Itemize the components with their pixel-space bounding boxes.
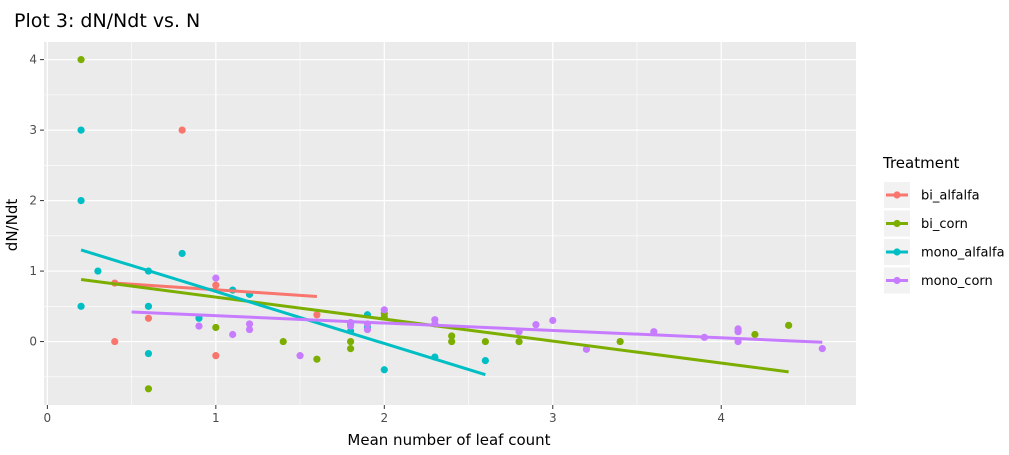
data-point-mono_alfalfa bbox=[380, 366, 388, 374]
data-point-mono_alfalfa bbox=[195, 314, 203, 322]
fit-lines bbox=[80, 248, 823, 377]
y-tick-label: 3 bbox=[29, 123, 37, 137]
data-point-mono_corn bbox=[734, 325, 742, 333]
y-tick-label: 2 bbox=[29, 194, 37, 208]
x-tick-label: 3 bbox=[549, 411, 557, 425]
data-point-mono_alfalfa bbox=[94, 267, 102, 275]
legend-key-point bbox=[893, 219, 901, 228]
x-tick-label: 2 bbox=[380, 411, 388, 425]
data-point-mono_corn bbox=[818, 345, 826, 353]
data-point-bi_corn bbox=[347, 345, 355, 353]
data-point-mono_alfalfa bbox=[77, 126, 85, 134]
panel-background bbox=[44, 42, 856, 405]
data-point-mono_corn bbox=[380, 306, 388, 314]
data-point-bi_corn bbox=[785, 321, 793, 329]
data-point-bi_alfalfa bbox=[212, 352, 220, 360]
data-point-bi_corn bbox=[515, 337, 523, 346]
x-tick-label: 0 bbox=[44, 411, 52, 425]
data-point-bi_corn bbox=[751, 330, 759, 339]
x-tick-label: 4 bbox=[717, 411, 725, 425]
data-point-bi_corn bbox=[481, 337, 489, 346]
legend-title: Treatment bbox=[882, 154, 959, 172]
y-tick-label: 4 bbox=[29, 53, 37, 67]
legend-label-bi_corn: bi_corn bbox=[921, 217, 968, 232]
data-point-mono_alfalfa bbox=[77, 196, 85, 205]
data-point-mono_corn bbox=[229, 330, 237, 339]
chart-title: Plot 3: dN/Ndt vs. N bbox=[14, 10, 200, 32]
legend-key-point bbox=[893, 248, 901, 256]
y-tick-label: 0 bbox=[29, 335, 37, 349]
fit-line-bi_alfalfa bbox=[114, 281, 318, 298]
y-tick-label: 1 bbox=[29, 264, 37, 278]
data-point-mono_corn bbox=[582, 345, 591, 353]
data-point-bi_alfalfa bbox=[178, 126, 186, 134]
legend-key-point bbox=[893, 191, 901, 199]
data-point-mono_corn bbox=[195, 322, 203, 330]
legend-label-mono_corn: mono_corn bbox=[921, 274, 993, 289]
data-point-bi_corn bbox=[448, 332, 456, 340]
data-point-mono_corn bbox=[549, 316, 557, 325]
data-point-mono_corn bbox=[296, 352, 304, 360]
data-point-mono_corn bbox=[363, 325, 372, 334]
data-point-mono_alfalfa bbox=[144, 302, 153, 310]
data-point-bi_alfalfa bbox=[212, 281, 220, 289]
data-point-bi_corn bbox=[448, 337, 456, 346]
data-point-bi_alfalfa bbox=[111, 337, 119, 346]
x-axis-label: Mean number of leaf count bbox=[347, 431, 550, 449]
data-point-mono_alfalfa bbox=[178, 249, 186, 258]
plot-panel bbox=[44, 42, 856, 405]
data-point-mono_alfalfa bbox=[144, 349, 153, 358]
data-point-bi_alfalfa bbox=[313, 311, 321, 319]
data-point-bi_corn bbox=[212, 323, 220, 332]
data-point-mono_corn bbox=[431, 316, 439, 324]
legend-label-bi_alfalfa: bi_alfalfa bbox=[921, 189, 980, 204]
data-point-mono_corn bbox=[245, 320, 254, 328]
data-point-bi_alfalfa bbox=[144, 314, 153, 322]
legend: Treatment bi_alfalfa bi_corn mono_alfalfam… bbox=[882, 154, 1005, 294]
data-point-bi_corn bbox=[77, 56, 85, 64]
data-point-mono_alfalfa bbox=[77, 302, 85, 310]
data-point-bi_corn bbox=[347, 337, 355, 346]
x-tick-label: 1 bbox=[212, 411, 220, 425]
data-point-mono_alfalfa bbox=[481, 356, 489, 365]
legend-label-mono_alfalfa: mono_alfalfa bbox=[921, 246, 1005, 261]
data-point-bi_corn bbox=[616, 337, 624, 346]
data-point-mono_corn bbox=[212, 274, 220, 282]
data-point-bi_corn bbox=[144, 385, 153, 393]
fit-line-mono_corn bbox=[131, 310, 823, 344]
data-point-bi_corn bbox=[313, 355, 321, 363]
data-point-bi_corn bbox=[279, 337, 287, 346]
legend-key-point bbox=[893, 276, 901, 285]
axes: 0 1 2 3 4 0 1 2 3 4 bbox=[29, 53, 725, 425]
fit-line-mono_alfalfa bbox=[80, 248, 486, 377]
data-point-mono_corn bbox=[245, 325, 254, 334]
y-axis-label: dN/Ndt bbox=[3, 199, 21, 252]
data-point-mono_corn bbox=[532, 321, 540, 329]
